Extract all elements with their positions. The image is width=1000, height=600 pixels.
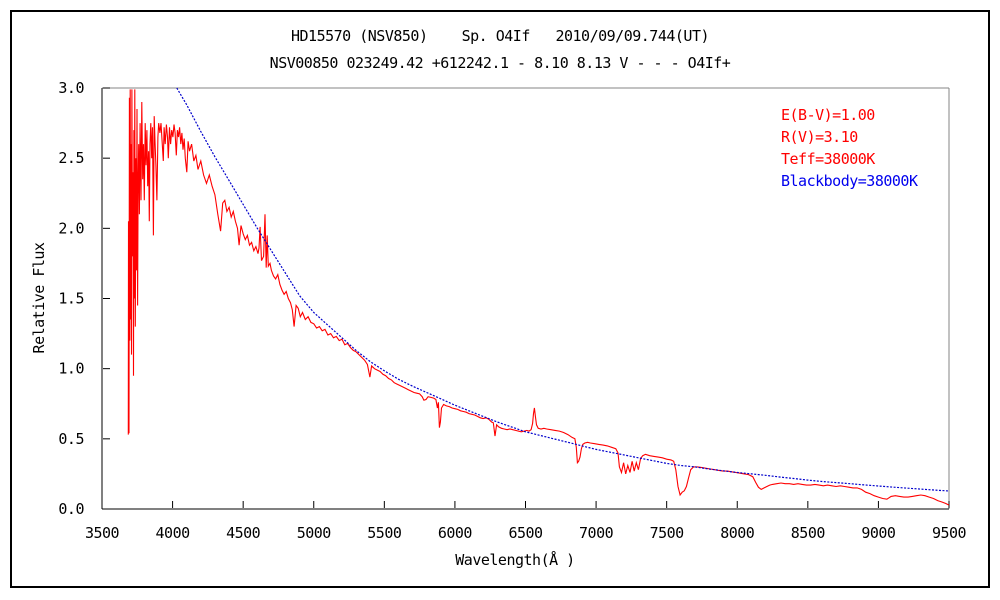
legend-item-ebv: E(B-V)=1.00 (781, 106, 875, 124)
x-axis-ticks: 3500 4000 4500 5000 5500 6000 6500 7000 7500 8000… (85, 501, 967, 542)
x-tick-label: 8500 (791, 524, 826, 542)
y-tick-label: 3.0 (58, 79, 84, 97)
x-tick-label: 6500 (508, 524, 543, 542)
legend-item-teff: Teff=38000K (781, 150, 875, 168)
y-tick-label: 0.0 (58, 500, 84, 518)
chart-outer-border (10, 10, 990, 588)
x-axis-title: Wavelength(Å ) (455, 550, 574, 569)
x-tick-label: 5500 (367, 524, 402, 542)
x-tick-label: 6000 (438, 524, 473, 542)
y-tick-label: 1.5 (58, 290, 84, 308)
x-tick-label: 9000 (861, 524, 896, 542)
x-tick-label: 4000 (156, 524, 191, 542)
y-axis-title: Relative Flux (30, 242, 48, 353)
legend-item-rv: R(V)=3.10 (781, 128, 858, 146)
blackbody-38000K-curve (176, 87, 950, 492)
y-axis-ticks: 0.0 0.5 1.0 1.5 2.0 2.5 3.0 (58, 79, 110, 518)
legend-item-blackbody: Blackbody=38000K (781, 172, 918, 190)
x-tick-label: 5000 (297, 524, 332, 542)
x-tick-label: 7000 (579, 524, 614, 542)
chart-subtitle: NSV00850 023249.42 +612242.1 - 8.10 8.13… (269, 54, 731, 72)
observed-spectrum-curve (127, 89, 950, 506)
x-tick-label: 7500 (650, 524, 685, 542)
chart-title: HD15570 (NSV850) Sp. O4If 2010/09/09.744… (290, 27, 710, 45)
y-tick-label: 2.0 (58, 219, 84, 237)
plot-curves (127, 87, 950, 506)
x-tick-label: 8000 (720, 524, 755, 542)
x-tick-label: 3500 (85, 524, 120, 542)
y-tick-label: 0.5 (58, 430, 84, 448)
y-tick-label: 1.0 (58, 360, 84, 378)
y-tick-label: 2.5 (58, 149, 84, 167)
x-tick-label: 4500 (226, 524, 261, 542)
x-tick-label: 9500 (932, 524, 967, 542)
